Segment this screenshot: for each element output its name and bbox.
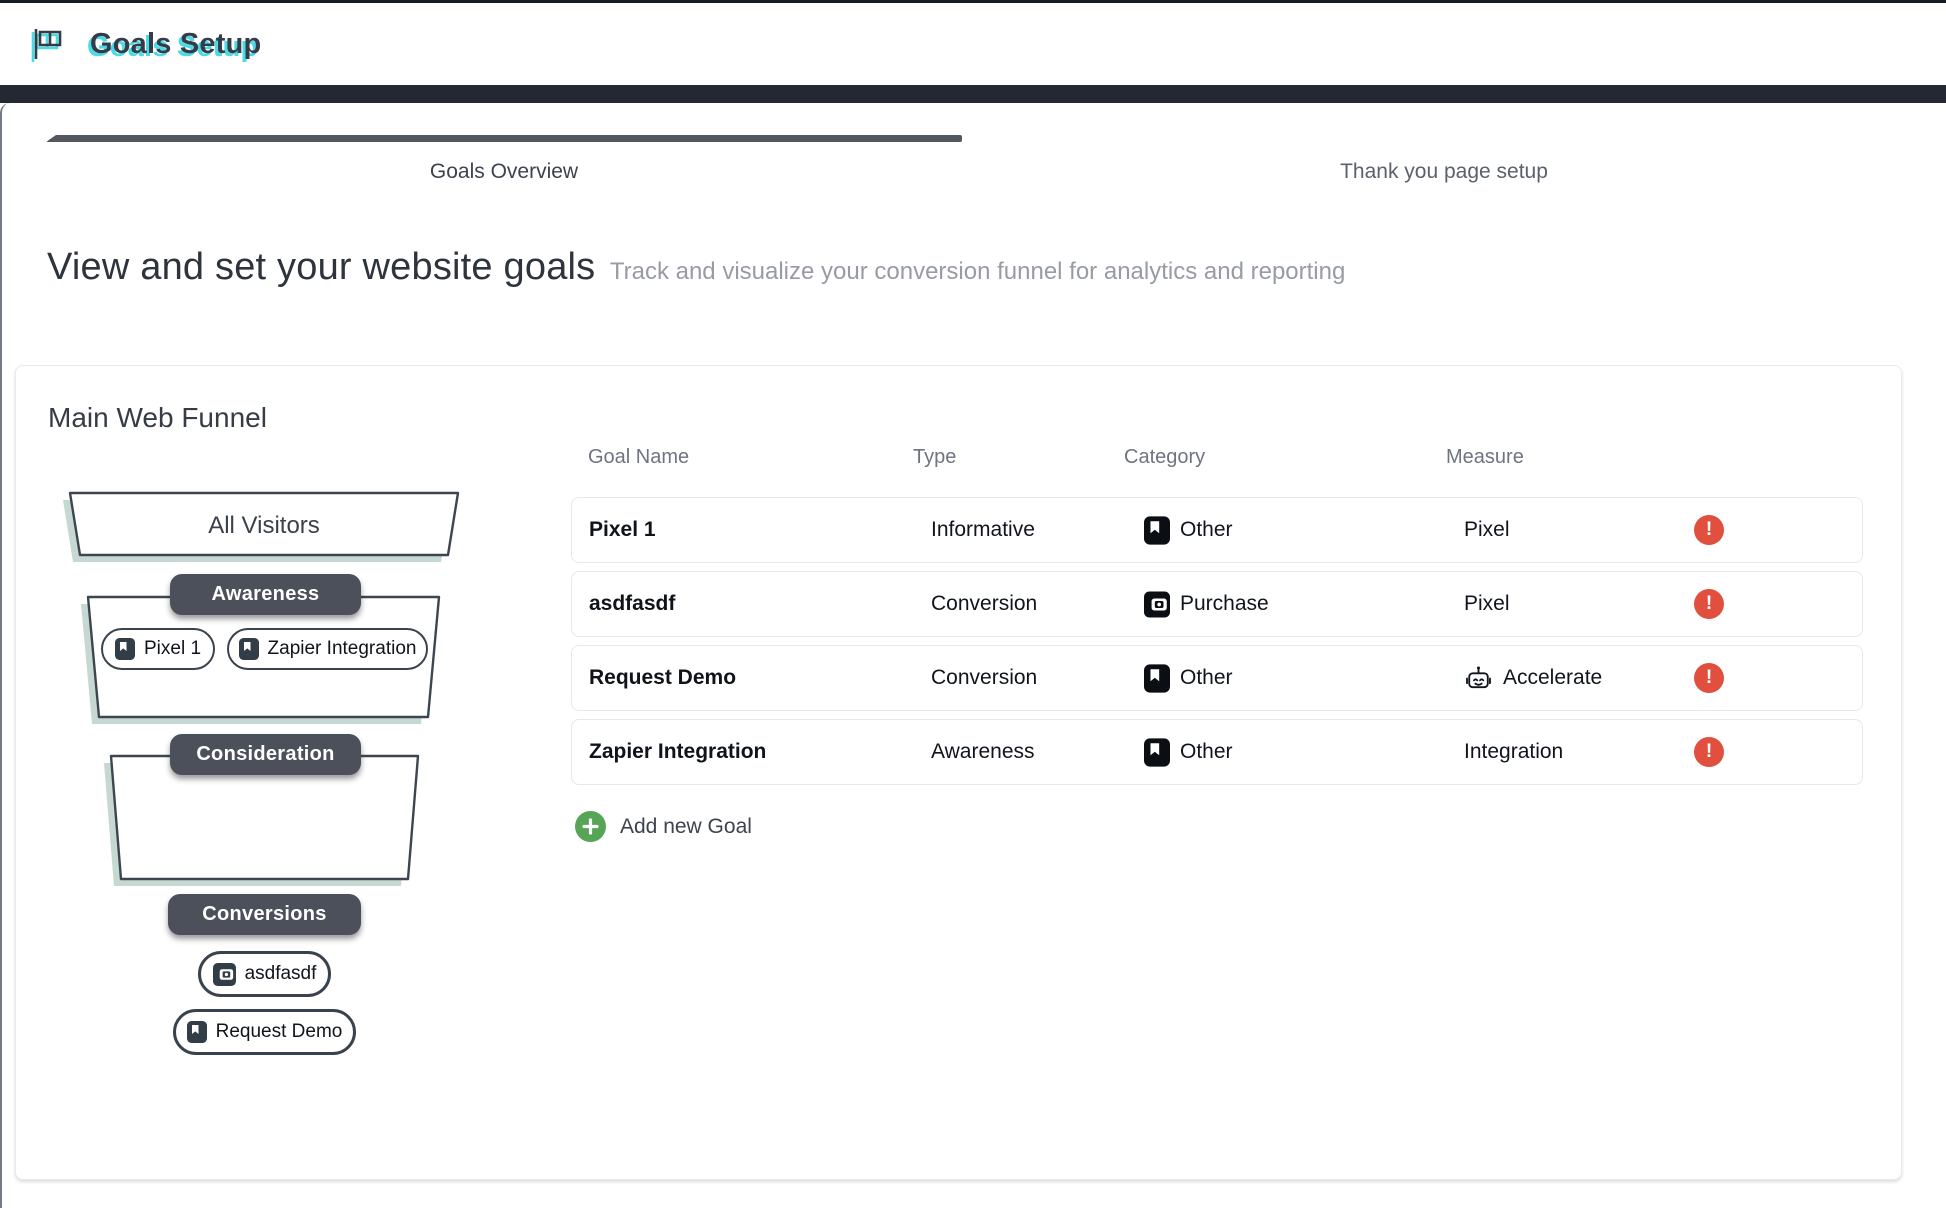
add-new-goal-button[interactable]: Add new Goal [575, 811, 752, 842]
goal-pill-label: Zapier Integration [267, 638, 417, 659]
funnel-goal-zapier-integration[interactable]: Zapier Integration [227, 628, 428, 670]
book-icon [114, 638, 135, 660]
flag-icon [28, 24, 68, 64]
heading-title: View and set your website goals [47, 246, 596, 288]
funnel-visualization: All Visitors Awareness Pixel 1 [48, 440, 553, 1100]
col-header-category: Category [1124, 446, 1206, 468]
goal-category: Other [1180, 666, 1233, 689]
goal-name: Request Demo [589, 666, 737, 689]
funnel-stage-consideration: Consideration [170, 734, 361, 775]
goal-pill-label: Pixel 1 [143, 638, 202, 659]
tab-progress-bar [986, 135, 1902, 142]
heading-subtitle: Track and visualize your conversion funn… [609, 258, 1346, 285]
book-icon [1144, 515, 1170, 545]
goal-category: Purchase [1180, 592, 1269, 615]
main-panel: Goals Overview Thank you page setup View… [0, 103, 1946, 1208]
tab-label: Thank you page setup [1340, 160, 1548, 183]
funnel-card: Main Web Funnel [15, 365, 1902, 1180]
add-new-goal-label: Add new Goal [620, 814, 752, 838]
goal-type: Informative [931, 518, 1035, 541]
goal-type: Conversion [931, 592, 1038, 615]
funnel-goal-pixel-1[interactable]: Pixel 1 [101, 628, 215, 670]
book-icon [1144, 737, 1170, 767]
table-row[interactable]: Pixel 1 Informative Other Pixel [571, 497, 1863, 563]
app-header: Goals Setup [0, 3, 1946, 85]
alert-glyph: ! [1705, 741, 1713, 762]
alert-glyph: ! [1705, 593, 1713, 614]
table-row[interactable]: asdfasdf Conversion Purchase [571, 571, 1863, 637]
purchase-icon [1144, 591, 1170, 617]
goal-measure: Accelerate [1503, 666, 1603, 689]
stage-label: Conversions [202, 903, 327, 925]
goal-measure: Integration [1464, 740, 1564, 763]
goal-type: Conversion [931, 666, 1038, 689]
col-header-goal-name: Goal Name [588, 446, 690, 468]
stage-label: Consideration [196, 743, 335, 765]
goal-measure: Pixel [1464, 518, 1510, 541]
window-top-edge [0, 0, 1946, 3]
book-icon [1144, 663, 1170, 693]
goals-table: Goal Name Type Category Measure Pixel 1 … [553, 440, 1863, 842]
plus-icon [575, 811, 606, 842]
table-row[interactable]: Request Demo Conversion Other [571, 645, 1863, 711]
goal-pill-label: Request Demo [215, 1021, 343, 1042]
book-icon [186, 1021, 207, 1043]
tab-label: Goals Overview [429, 160, 579, 183]
alert-glyph: ! [1705, 667, 1713, 688]
goal-type: Awareness [931, 740, 1035, 763]
goal-name: Zapier Integration [589, 740, 767, 763]
alert-icon[interactable]: ! [1694, 737, 1724, 767]
tab-strip: Goals Overview Thank you page setup [2, 103, 1946, 184]
funnel-stage-awareness: Awareness [170, 574, 361, 615]
funnel-goal-request-demo[interactable]: Request Demo [173, 1009, 356, 1055]
alert-glyph: ! [1705, 519, 1713, 540]
goal-category: Other [1180, 518, 1233, 541]
tab-progress-bar [46, 135, 962, 142]
stage-label: Awareness [211, 583, 320, 605]
col-header-measure: Measure [1446, 446, 1524, 468]
page-heading: View and set your website goals Track an… [47, 246, 1946, 289]
goal-measure: Pixel [1464, 592, 1510, 615]
alert-icon[interactable]: ! [1694, 663, 1724, 693]
goal-pill-label: asdfasdf [244, 963, 317, 984]
tab-thank-you-page-setup[interactable]: Thank you page setup [986, 135, 1902, 184]
purchase-icon [212, 962, 236, 986]
funnel-title: Main Web Funnel [48, 402, 267, 433]
funnel-stage-conversions: Conversions [168, 894, 361, 935]
goal-name: asdfasdf [589, 592, 676, 615]
svg-text:All Visitors: All Visitors [208, 512, 320, 539]
table-row[interactable]: Zapier Integration Awareness Other Integ… [571, 719, 1863, 785]
funnel-shapes: All Visitors [63, 491, 460, 886]
robot-icon [1466, 666, 1491, 688]
goal-name: Pixel 1 [589, 518, 656, 541]
goal-category: Other [1180, 740, 1233, 763]
alert-icon[interactable]: ! [1694, 515, 1724, 545]
funnel-goal-asdfasdf[interactable]: asdfasdf [198, 951, 331, 997]
alert-icon[interactable]: ! [1694, 589, 1724, 619]
page-title: Goals Setup [90, 27, 262, 60]
col-header-type: Type [913, 446, 957, 468]
book-icon [238, 638, 259, 660]
divider-bar [0, 85, 1946, 103]
table-header: Goal Name Type Category Measure [588, 446, 1863, 469]
tab-goals-overview[interactable]: Goals Overview [46, 135, 962, 184]
